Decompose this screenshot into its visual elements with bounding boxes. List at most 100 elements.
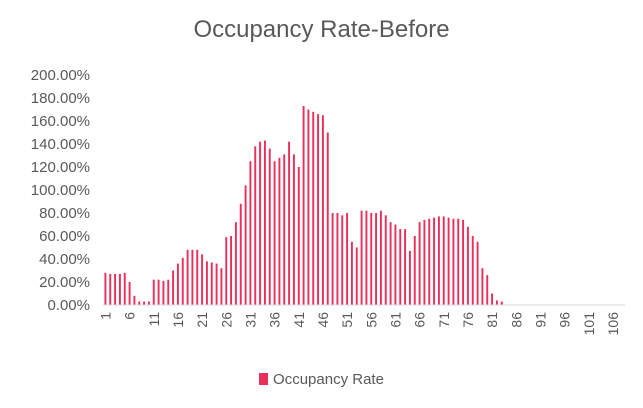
- y-tick-label: 40.00%: [39, 251, 90, 268]
- bar-39: [288, 141, 291, 305]
- bar-26: [225, 237, 228, 305]
- x-tick-label: 21: [194, 312, 210, 328]
- bar-75: [462, 219, 465, 305]
- bar-53: [355, 247, 358, 305]
- x-tick-label: 61: [387, 312, 403, 328]
- x-tick-label: 66: [412, 312, 428, 328]
- bar-50: [341, 215, 344, 305]
- bar-46: [321, 115, 324, 305]
- y-tick-label: 180.00%: [31, 90, 90, 107]
- bar-21: [201, 254, 204, 305]
- bar-64: [408, 250, 411, 305]
- bar-33: [259, 141, 262, 305]
- bar-49: [336, 213, 339, 305]
- bar-71: [442, 216, 445, 305]
- bar-59: [384, 215, 387, 305]
- bar-73: [452, 218, 455, 305]
- bar-16: [176, 263, 179, 305]
- bar-56: [370, 213, 373, 305]
- x-tick-label: 1: [97, 312, 113, 320]
- bar-81: [491, 293, 494, 305]
- x-axis-ticks: 1 6 11 16 21 26 31 36 41 46 51 56 61 66 71 76 81 86 91 96 10…: [97, 312, 621, 336]
- bar-6: [128, 282, 131, 305]
- chart-title: Occupancy Rate-Before: [193, 16, 450, 43]
- bar-13: [162, 280, 165, 305]
- x-tick-label: 31: [242, 312, 258, 328]
- bar-82: [495, 300, 498, 305]
- bar-54: [360, 210, 363, 305]
- bar-20: [196, 249, 199, 305]
- bar-52: [350, 241, 353, 305]
- bar-42: [302, 106, 305, 305]
- x-tick-label: 46: [315, 312, 331, 328]
- bar-5: [123, 272, 126, 305]
- x-tick-label: 71: [436, 312, 452, 328]
- legend-swatch: [259, 373, 269, 385]
- bar-36: [273, 161, 276, 305]
- x-tick-label: 81: [484, 312, 500, 328]
- x-tick-label: 96: [557, 312, 573, 328]
- legend-label: Occupancy Rate: [273, 371, 384, 388]
- bar-34: [263, 140, 266, 305]
- y-tick-label: 20.00%: [39, 274, 90, 291]
- bar-11: [152, 279, 155, 305]
- bar-14: [167, 279, 170, 305]
- bar-3: [114, 273, 117, 305]
- bar-22: [205, 261, 208, 305]
- bar-51: [346, 213, 349, 305]
- bar-31: [249, 161, 252, 305]
- bar-29: [239, 203, 242, 305]
- x-tick-label: 6: [122, 312, 138, 320]
- bar-78: [476, 241, 479, 305]
- x-tick-label: 11: [146, 312, 162, 327]
- bar-41: [297, 167, 300, 305]
- y-tick-label: 120.00%: [31, 159, 90, 176]
- bar-74: [457, 218, 460, 305]
- bar-15: [172, 270, 175, 305]
- y-tick-label: 100.00%: [31, 182, 90, 199]
- bar-17: [181, 257, 184, 305]
- bar-76: [466, 226, 469, 305]
- bar-23: [210, 262, 213, 305]
- x-tick-label: 56: [363, 312, 379, 328]
- bar-38: [283, 154, 286, 305]
- y-tick-label: 60.00%: [39, 228, 90, 245]
- bar-65: [413, 236, 416, 305]
- bar-18: [186, 249, 189, 305]
- bar-67: [423, 219, 426, 305]
- bar-9: [143, 301, 146, 305]
- x-tick-label: 51: [339, 312, 355, 328]
- bar-40: [292, 154, 295, 305]
- bar-24: [215, 263, 218, 305]
- bar-57: [375, 213, 378, 305]
- bar-63: [404, 229, 407, 305]
- bar-77: [471, 236, 474, 305]
- y-tick-label: 160.00%: [31, 113, 90, 130]
- x-tick-label: 36: [267, 312, 283, 328]
- y-tick-label: 200.00%: [31, 67, 90, 84]
- bar-32: [254, 146, 257, 305]
- bar-7: [133, 295, 136, 305]
- bar-27: [230, 236, 233, 305]
- bar-58: [379, 210, 382, 305]
- bar-60: [389, 222, 392, 305]
- bar-12: [157, 279, 160, 305]
- y-tick-label: 140.00%: [31, 136, 90, 153]
- y-axis-ticks: 0.00% 20.00% 40.00% 60.00% 80.00% 100.00% 120.…: [31, 67, 90, 314]
- bar-28: [234, 222, 237, 305]
- bar-45: [317, 114, 320, 305]
- bar-35: [268, 148, 271, 305]
- bar-47: [326, 132, 329, 305]
- bar-66: [418, 222, 421, 305]
- bar-37: [278, 157, 281, 305]
- x-tick-label: 106: [605, 312, 621, 336]
- bar-80: [486, 275, 489, 305]
- bar-61: [394, 224, 397, 305]
- bar-30: [244, 185, 247, 305]
- bar-43: [307, 109, 310, 305]
- bar-series: [104, 106, 503, 305]
- bar-4: [118, 273, 121, 305]
- bar-44: [312, 111, 315, 305]
- bar-83: [500, 301, 503, 305]
- legend: Occupancy Rate: [0, 371, 643, 388]
